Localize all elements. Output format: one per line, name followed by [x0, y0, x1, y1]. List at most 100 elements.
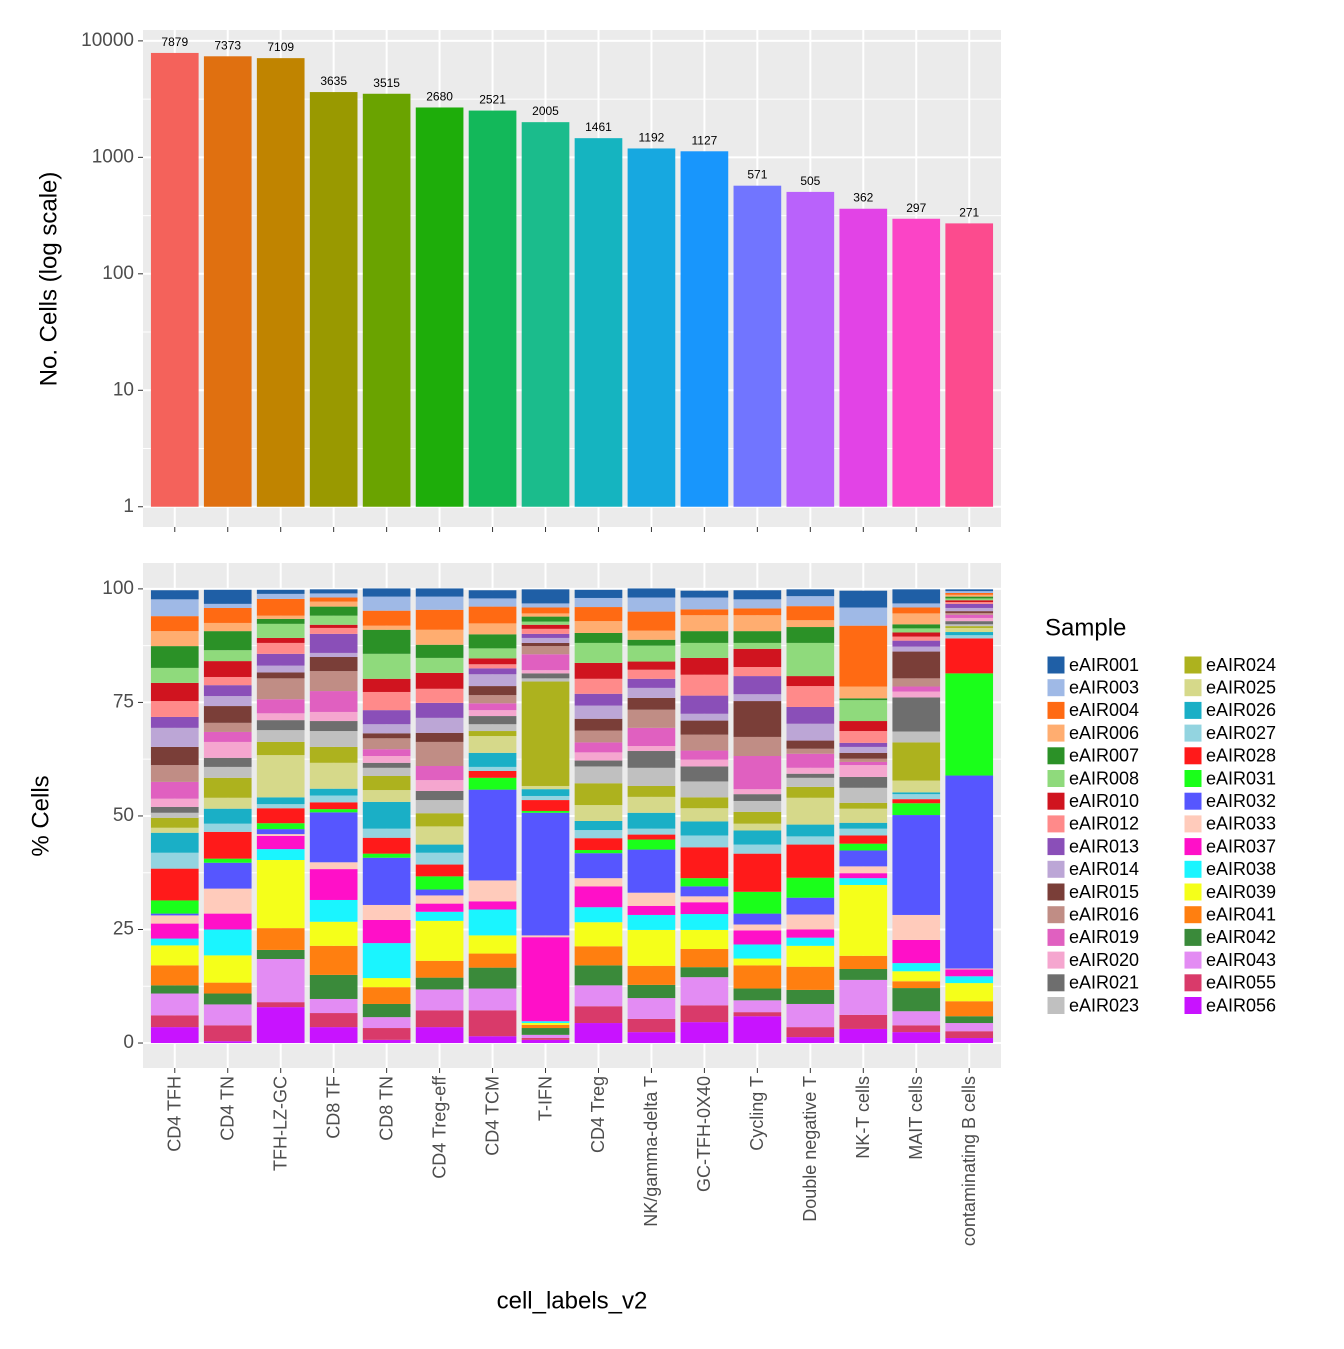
bar-segment — [150, 746, 199, 766]
bar-segment — [733, 988, 782, 1001]
bar-segment — [574, 642, 623, 663]
x-tick-label: T-IFN — [535, 1076, 555, 1121]
bar-segment — [733, 1016, 782, 1044]
bar-segment — [309, 597, 358, 602]
bar-segment — [627, 812, 676, 829]
bar-segment — [521, 646, 570, 655]
bar-segment — [839, 698, 888, 701]
bar-segment — [256, 678, 305, 700]
bar-segment — [574, 985, 623, 1007]
bar-segment — [309, 721, 358, 732]
legend-label: eAIR025 — [1206, 677, 1276, 697]
bar — [468, 110, 517, 507]
legend-label: eAIR024 — [1206, 655, 1276, 675]
x-tick-label: CD8 TN — [376, 1076, 396, 1141]
bar-segment — [203, 622, 252, 632]
bar-segment — [680, 631, 729, 643]
bar-segment — [945, 612, 994, 615]
legend-label: eAIR001 — [1069, 655, 1139, 675]
x-tick-label: CD8 TF — [323, 1076, 343, 1139]
bar-segment — [733, 615, 782, 632]
bar-segment — [627, 687, 676, 698]
legend-label: eAIR016 — [1069, 904, 1139, 924]
bar-segment — [839, 835, 888, 844]
bar-segment — [733, 930, 782, 945]
bar-segment — [733, 694, 782, 702]
bar-segment — [574, 965, 623, 986]
bar-segment — [415, 765, 464, 781]
bar-segment — [945, 607, 994, 612]
bar-segment — [150, 900, 199, 914]
bar-segment — [786, 620, 835, 628]
bar-segment — [415, 800, 464, 814]
bar-segment — [786, 723, 835, 741]
bar-segment — [733, 736, 782, 757]
bar-segment — [945, 614, 994, 618]
bar-segment — [468, 724, 517, 732]
bar-segment — [945, 617, 994, 622]
bar-segment — [415, 644, 464, 658]
bar-segment — [574, 820, 623, 831]
bar-segment — [468, 909, 517, 936]
bar-segment — [309, 795, 358, 803]
bar-segment — [256, 1002, 305, 1008]
bar-segment — [733, 1012, 782, 1017]
bar-segment — [468, 716, 517, 725]
legend-label: eAIR038 — [1206, 859, 1276, 879]
bar-segment — [256, 730, 305, 742]
x-tick-label: CD4 Treg — [588, 1076, 608, 1153]
legend-label: eAIR021 — [1069, 973, 1139, 993]
bar-segment — [574, 718, 623, 731]
bar-segment — [839, 884, 888, 956]
bar-segment — [150, 631, 199, 647]
legend-label: eAIR027 — [1206, 723, 1276, 743]
bar — [839, 208, 888, 507]
bar-segment — [627, 929, 676, 966]
bar-segment — [892, 636, 941, 641]
bar-segment — [680, 967, 729, 978]
bar-segment — [680, 896, 729, 903]
bar-segment — [256, 829, 305, 835]
bar-segment — [680, 759, 729, 767]
bar-segment — [256, 618, 305, 624]
bar-segment — [203, 741, 252, 758]
bar-segment — [786, 1037, 835, 1044]
bar-segment — [362, 904, 411, 920]
bar-segment — [574, 742, 623, 753]
bar-segment — [468, 674, 517, 687]
bar-segment — [680, 781, 729, 798]
bar-segment — [733, 823, 782, 831]
bar-segment — [150, 812, 199, 818]
bar-segment — [733, 811, 782, 824]
bar-segment — [362, 853, 411, 858]
bar-segment — [680, 835, 729, 848]
y-tick-label: 100 — [102, 263, 134, 284]
bar-segment — [203, 862, 252, 889]
legend-swatch — [1046, 700, 1066, 720]
bar-segment — [203, 685, 252, 697]
legend-swatch — [1183, 769, 1203, 788]
bar — [733, 185, 782, 507]
bar-segment — [839, 822, 888, 829]
bar-segment — [521, 633, 570, 638]
bar-segment — [468, 658, 517, 665]
legend-label: eAIR014 — [1069, 859, 1139, 879]
bar-segment — [627, 905, 676, 915]
bar-segment — [574, 1006, 623, 1024]
bar-segment — [150, 1027, 199, 1044]
bar-segment — [786, 824, 835, 837]
bar-segment — [256, 593, 305, 599]
bar-segment — [733, 924, 782, 931]
bar-segment — [839, 1028, 888, 1044]
bar-segment — [362, 943, 411, 979]
bar — [627, 148, 676, 507]
bar-segment — [415, 588, 464, 597]
bar-segment — [892, 628, 941, 633]
bar-segment — [733, 944, 782, 959]
bar-segment — [521, 681, 570, 786]
bar-segment — [415, 780, 464, 791]
y-tick-label: 25 — [113, 919, 134, 940]
bar-segment — [786, 836, 835, 845]
bar-segment — [945, 602, 994, 604]
legend-label: eAIR003 — [1069, 677, 1139, 697]
